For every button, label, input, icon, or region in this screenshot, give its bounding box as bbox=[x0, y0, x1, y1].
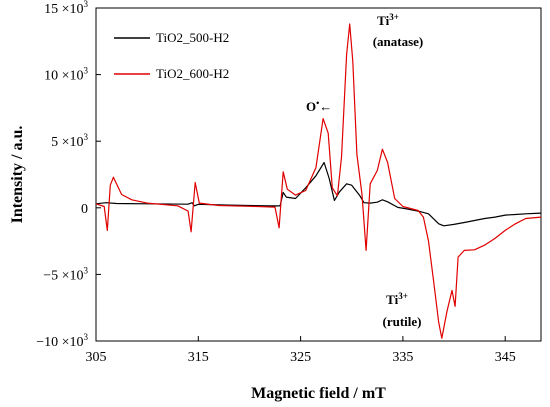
y-tick-label: 15 ×103 bbox=[44, 0, 88, 17]
y-axis-title: Intensity / a.u. bbox=[9, 126, 26, 224]
legend-label-2: TiO2_600-H2 bbox=[156, 66, 229, 81]
y-tick-label: −10 ×103 bbox=[36, 332, 88, 350]
annotation-ti-rutile-phase: (rutile) bbox=[383, 314, 422, 329]
annotation-ti-rutile-label: Ti3+ bbox=[386, 291, 408, 307]
x-axis-ticks: 305 315 325 335 345 bbox=[86, 336, 516, 365]
y-axis-ticks: −10 ×103 −5 ×103 0 5 ×103 10 ×103 15 ×103 bbox=[36, 0, 101, 350]
x-tick-label: 325 bbox=[290, 350, 311, 365]
series-layer bbox=[95, 23, 542, 339]
y-tick-label: 5 ×103 bbox=[51, 132, 88, 150]
annotation-ti-anatase-label: Ti3+ bbox=[377, 12, 399, 28]
x-tick-label: 345 bbox=[495, 350, 516, 365]
y-tick-label: 10 ×103 bbox=[44, 66, 88, 84]
plot-frame bbox=[95, 7, 542, 342]
series-line-2 bbox=[95, 23, 542, 339]
legend-label-1: TiO2_500-H2 bbox=[156, 30, 229, 45]
y-tick-label: 0 bbox=[81, 202, 88, 217]
x-tick-label: 335 bbox=[392, 350, 413, 365]
legend: TiO2_500-H2 TiO2_600-H2 bbox=[114, 30, 229, 81]
y-tick-label: −5 ×103 bbox=[43, 265, 88, 283]
x-tick-label: 305 bbox=[86, 350, 107, 365]
series-line-1 bbox=[95, 161, 542, 227]
x-tick-label: 315 bbox=[188, 350, 209, 365]
annotations-layer: Ti3+ (anatase) O•← Ti3+ (rutile) bbox=[306, 12, 423, 329]
x-axis-title: Magnetic field / mT bbox=[251, 385, 386, 402]
annotation-o-radical-label: O•← bbox=[306, 98, 332, 114]
annotation-ti-anatase-phase: (anatase) bbox=[373, 34, 424, 49]
